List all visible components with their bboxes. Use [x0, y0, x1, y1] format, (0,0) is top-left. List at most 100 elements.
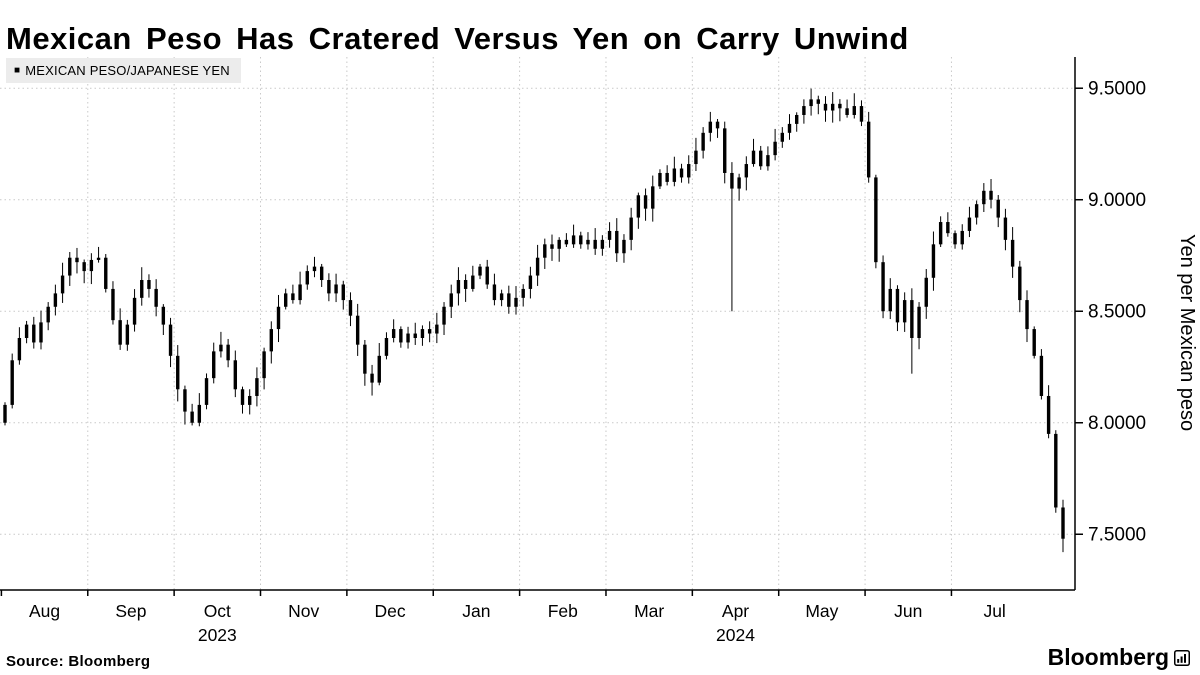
candle-body — [384, 337, 389, 356]
candle-body — [363, 344, 367, 374]
candle-body — [291, 293, 295, 301]
candle-body — [176, 355, 180, 390]
candle-body — [881, 262, 885, 312]
x-year-label: 2023 — [198, 625, 237, 645]
candle-body — [564, 239, 569, 245]
candle-body — [874, 177, 878, 263]
candle-body — [298, 284, 302, 301]
candle-body — [895, 288, 900, 323]
x-tick-label: Apr — [722, 601, 749, 621]
candle-body — [89, 259, 94, 272]
x-tick-label: Mar — [634, 601, 664, 621]
candle-body — [593, 239, 597, 249]
candle-body — [715, 121, 720, 129]
candle-body — [111, 288, 115, 321]
candle-body — [377, 355, 381, 383]
candle-body — [255, 378, 259, 396]
x-tick-label: Nov — [288, 601, 319, 621]
y-tick-label: 8.5000 — [1088, 302, 1146, 323]
y-tick-label: 9.0000 — [1088, 190, 1146, 211]
candle-body — [60, 275, 65, 294]
x-tick-label: Sep — [115, 601, 146, 621]
candle-body — [737, 177, 741, 189]
candle-body — [1003, 217, 1008, 240]
candle-body — [190, 411, 194, 423]
source-note: Source: Bloomberg — [6, 653, 151, 670]
legend-marker-icon: ■ — [14, 64, 21, 76]
candle-body — [838, 103, 842, 109]
candle-body — [507, 293, 511, 307]
candle-body — [154, 288, 158, 307]
candle-body — [463, 280, 468, 289]
candle-body — [780, 132, 785, 142]
candle-body — [586, 239, 590, 245]
candle-body — [615, 230, 619, 254]
candle-body — [1039, 355, 1044, 396]
candle-body — [528, 275, 533, 289]
x-tick-label: Jan — [462, 601, 490, 621]
x-tick-label: Dec — [374, 601, 405, 621]
candle-body — [204, 378, 209, 405]
candle-body — [708, 121, 713, 133]
candle-body — [226, 344, 230, 361]
candle-body — [845, 108, 849, 115]
x-tick-label: Jun — [894, 601, 922, 621]
candle-body — [420, 329, 425, 338]
candle-body — [327, 280, 331, 294]
candle-body — [701, 132, 705, 151]
candle-body — [183, 389, 187, 412]
legend: ■ MEXICAN PESO/JAPANESE YEN — [6, 58, 241, 83]
x-tick-label: Jul — [983, 601, 1005, 621]
candle-body — [643, 195, 648, 209]
candle-body — [1046, 395, 1051, 434]
candle-body — [104, 257, 108, 289]
candle-body — [17, 337, 22, 361]
candle-body — [773, 141, 777, 156]
candle-body — [744, 164, 749, 178]
candle-body — [946, 222, 950, 234]
candle-body — [953, 233, 957, 245]
y-tick-label: 7.5000 — [1088, 525, 1146, 546]
candle-body — [46, 306, 50, 323]
candle-body — [427, 329, 432, 334]
candle-body — [571, 235, 576, 245]
y-tick-label: 9.5000 — [1088, 79, 1146, 100]
candle-body — [989, 190, 993, 200]
candle-body — [924, 277, 928, 307]
candle-body — [391, 329, 396, 338]
candle-body — [219, 344, 223, 352]
candle-body — [1010, 239, 1015, 267]
x-tick-label: Feb — [548, 601, 578, 621]
candle-body — [283, 293, 288, 307]
candle-body — [672, 168, 677, 182]
candle-body — [147, 280, 151, 289]
candle-body — [471, 275, 475, 289]
x-tick-label: Aug — [29, 601, 60, 621]
candle-body — [68, 257, 72, 276]
candle-body — [910, 300, 914, 338]
candle-body — [636, 195, 641, 218]
candle-body — [96, 257, 101, 260]
candle-body — [730, 172, 734, 189]
candle-body — [795, 114, 799, 124]
candle-body — [694, 150, 698, 165]
candle-body — [32, 324, 36, 343]
candle-body — [687, 164, 691, 178]
candle-body — [823, 103, 828, 111]
candle-body — [212, 351, 216, 379]
candle-body — [931, 244, 936, 278]
candle-body — [233, 360, 238, 390]
candle-body — [132, 297, 137, 325]
candle-body — [125, 324, 130, 345]
candle-body — [859, 106, 864, 122]
candle-body — [902, 300, 907, 323]
candle-body — [442, 306, 446, 325]
candle-body — [406, 333, 410, 343]
candle-body — [161, 306, 166, 325]
candle-body — [888, 288, 892, 312]
candle-body — [1025, 300, 1029, 330]
candle-body — [334, 284, 338, 294]
candle-body — [478, 266, 482, 276]
bloomberg-wordmark: Bloomberg — [1048, 644, 1190, 671]
